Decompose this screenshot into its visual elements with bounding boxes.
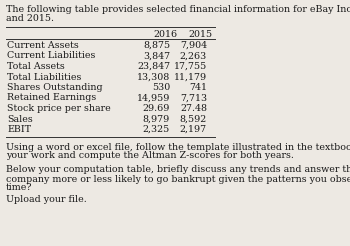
Text: your work and compute the Altman Z-scores for both years.: your work and compute the Altman Z-score… [6, 152, 294, 160]
Text: 11,179: 11,179 [174, 73, 207, 81]
Text: Current Liabilities: Current Liabilities [7, 51, 95, 61]
Text: 23,847: 23,847 [137, 62, 170, 71]
Text: Upload your file.: Upload your file. [6, 196, 87, 204]
Text: 8,875: 8,875 [143, 41, 170, 50]
Text: 741: 741 [189, 83, 207, 92]
Text: Shares Outstanding: Shares Outstanding [7, 83, 103, 92]
Text: Below your computation table, briefly discuss any trends and answer the followin: Below your computation table, briefly di… [6, 166, 350, 174]
Text: 8,592: 8,592 [180, 114, 207, 123]
Text: 13,308: 13,308 [137, 73, 170, 81]
Text: 3,847: 3,847 [143, 51, 170, 61]
Text: 7,713: 7,713 [180, 93, 207, 103]
Text: 29.69: 29.69 [143, 104, 170, 113]
Text: 2016: 2016 [153, 30, 177, 39]
Text: Total Assets: Total Assets [7, 62, 65, 71]
Text: 7,904: 7,904 [180, 41, 207, 50]
Text: 530: 530 [152, 83, 170, 92]
Text: 2,197: 2,197 [180, 125, 207, 134]
Text: Sales: Sales [7, 114, 33, 123]
Text: and 2015.: and 2015. [6, 14, 54, 23]
Text: 8,979: 8,979 [143, 114, 170, 123]
Text: The following table provides selected financial information for eBay Inc. for it: The following table provides selected fi… [6, 5, 350, 14]
Text: Using a word or excel file, follow the template illustrated in the textbook (Exh: Using a word or excel file, follow the t… [6, 142, 350, 152]
Text: 2,325: 2,325 [143, 125, 170, 134]
Text: 27.48: 27.48 [180, 104, 207, 113]
Text: Retained Earnings: Retained Earnings [7, 93, 96, 103]
Text: 14,959: 14,959 [136, 93, 170, 103]
Text: 2015: 2015 [188, 30, 212, 39]
Text: Current Assets: Current Assets [7, 41, 79, 50]
Text: company more or less likely to go bankrupt given the patterns you observe in its: company more or less likely to go bankru… [6, 174, 350, 184]
Text: 2,263: 2,263 [180, 51, 207, 61]
Text: 17,755: 17,755 [174, 62, 207, 71]
Text: Total Liabilities: Total Liabilities [7, 73, 81, 81]
Text: Stock price per share: Stock price per share [7, 104, 111, 113]
Text: EBIT: EBIT [7, 125, 31, 134]
Text: time?: time? [6, 184, 33, 193]
